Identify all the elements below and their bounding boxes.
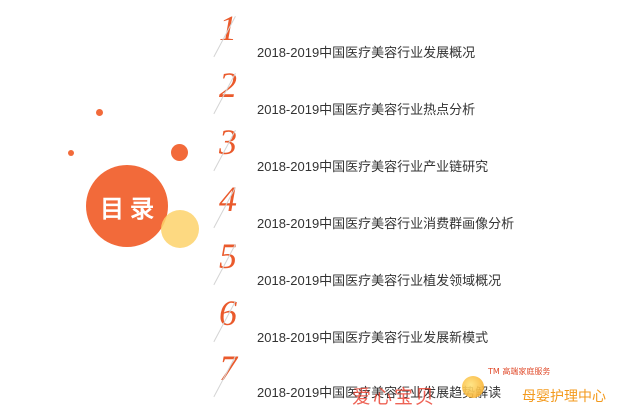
toc-item-label: 2018-2019中国医疗美容行业发展趋势解读 [257, 385, 502, 400]
decorative-dot [171, 144, 188, 161]
decorative-circle [161, 210, 199, 248]
toc-item-label: 2018-2019中国医疗美容行业消费群画像分析 [257, 216, 515, 231]
toc-item-label: 2018-2019中国医疗美容行业发展概况 [257, 45, 476, 60]
toc-item-6[interactable]: 6 2018-2019中国医疗美容行业发展新模式 [213, 295, 615, 351]
toc-item-2[interactable]: 2 2018-2019中国医疗美容行业热点分析 [213, 67, 615, 123]
watermark-brand: 母婴护理中心 [522, 389, 606, 405]
toc-item-label: 2018-2019中国医疗美容行业发展新模式 [257, 330, 489, 345]
toc-item-label: 2018-2019中国医疗美容行业热点分析 [257, 102, 476, 117]
toc-item-7[interactable]: 7 2018-2019中国医疗美容行业发展趋势解读 [213, 350, 615, 406]
toc-item-label: 2018-2019中国医疗美容行业产业链研究 [257, 159, 489, 174]
toc-badge-title: 目录 [100, 194, 160, 223]
watermark-name: 爱心宝贝 [352, 386, 437, 408]
toc-item-label: 2018-2019中国医疗美容行业植发领域概况 [257, 273, 502, 288]
toc-item-3[interactable]: 3 2018-2019中国医疗美容行业产业链研究 [213, 124, 615, 180]
toc-item-1[interactable]: 1 2018-2019中国医疗美容行业发展概况 [213, 10, 615, 66]
decorative-dot [96, 109, 103, 116]
toc-item-4[interactable]: 4 2018-2019中国医疗美容行业消费群画像分析 [213, 181, 615, 237]
watermark: 爱心宝贝 TM 高端家庭服务 母婴护理中心 [352, 364, 637, 412]
watermark-tagline: TM 高端家庭服务 [488, 367, 551, 376]
logo-icon [462, 376, 484, 398]
toc-item-5[interactable]: 5 2018-2019中国医疗美容行业植发领域概况 [213, 238, 615, 294]
decorative-dot [68, 150, 74, 156]
toc-badge: 目录 [86, 165, 168, 247]
